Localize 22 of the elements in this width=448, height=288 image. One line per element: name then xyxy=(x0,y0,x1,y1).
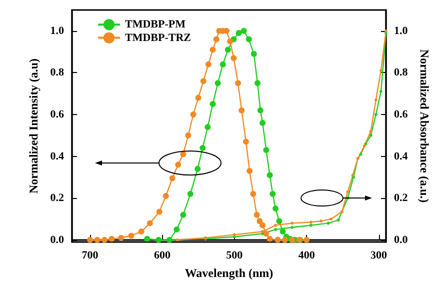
legend-label: TMDBP-PM xyxy=(125,18,186,31)
y-tick-label: 0.2 xyxy=(50,192,64,204)
y-tick-label: 1.0 xyxy=(50,24,64,37)
x-tick-label: 300 xyxy=(370,250,388,262)
y-axis-title: Normalized Intensity (a.u) xyxy=(26,58,40,194)
legend-label: TMDBP-TRZ xyxy=(125,32,191,44)
y2-axis-title: Normalized Absorbance (a.u.) xyxy=(418,49,432,203)
y-tick-label: 0.0 xyxy=(50,234,64,246)
y2-tick-label: 0.6 xyxy=(394,108,408,121)
y2-tick-label: 0.0 xyxy=(394,234,408,246)
x-tick-label: 500 xyxy=(226,250,244,262)
y2-tick-label: 1.0 xyxy=(394,24,408,37)
y2-tick-label: 0.4 xyxy=(394,150,408,162)
x-tick-label: 600 xyxy=(154,250,171,262)
x-tick-label: 400 xyxy=(298,250,316,262)
x-axis-title: Wavelength (nm) xyxy=(184,266,274,280)
y-tick-label: 0.6 xyxy=(50,108,64,121)
x-tick-label: 700 xyxy=(82,250,99,262)
y-tick-label: 0.8 xyxy=(50,66,64,79)
y-tick-label: 0.4 xyxy=(50,150,64,162)
y2-tick-label: 0.2 xyxy=(394,192,408,204)
y2-tick-label: 0.8 xyxy=(394,66,408,79)
